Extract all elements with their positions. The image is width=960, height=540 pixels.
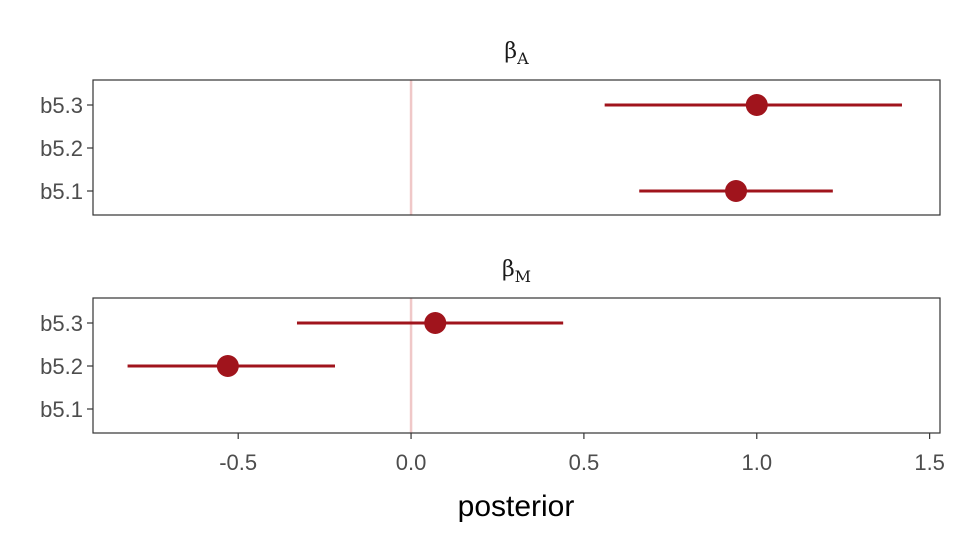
x-tick-label: 0.0 <box>396 450 427 475</box>
y-tick-label: b5.3 <box>40 93 83 118</box>
facet-title: βA <box>504 39 529 68</box>
x-axis: -0.5 0.0 0.5 1.0 1.5 <box>219 433 945 475</box>
facet-title-symbol: β <box>502 257 515 282</box>
point-b5.3 <box>424 312 447 334</box>
x-tick-label: 1.0 <box>741 450 772 475</box>
point-b5.3 <box>745 94 768 116</box>
x-tick-label: 0.5 <box>569 450 600 475</box>
y-tick-label: b5.1 <box>40 179 83 204</box>
y-tick-label: b5.2 <box>40 354 83 379</box>
facet-title: βM <box>502 257 531 286</box>
facet-title-subscript: A <box>516 49 529 68</box>
x-axis-title: posterior <box>458 490 575 523</box>
panel-border <box>92 79 941 216</box>
y-tick-label: b5.3 <box>40 311 83 336</box>
facet-title-subscript: M <box>515 267 531 286</box>
facet-title-symbol: β <box>504 39 517 64</box>
y-tick-label: b5.1 <box>40 397 83 422</box>
point-b5.2 <box>216 355 239 377</box>
y-tick-label: b5.2 <box>40 136 83 161</box>
x-tick-label: -0.5 <box>219 450 257 475</box>
x-tick-label: 1.5 <box>914 450 945 475</box>
point-b5.1 <box>725 180 748 202</box>
